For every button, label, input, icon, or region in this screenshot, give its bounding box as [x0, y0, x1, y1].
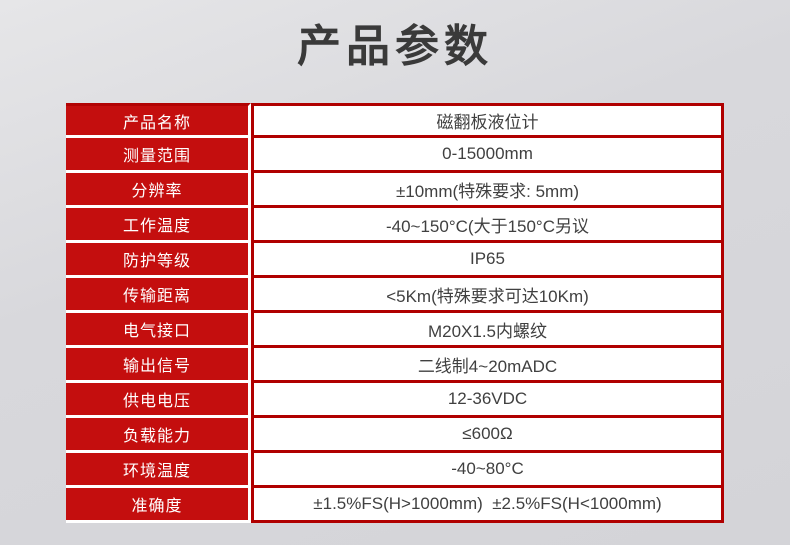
- param-value: -40~150°C(大于150°C另议: [251, 208, 724, 243]
- table-row: 分辨率 ±10mm(特殊要求: 5mm): [66, 173, 724, 208]
- param-value: IP65: [251, 243, 724, 278]
- table-row: 防护等级 IP65: [66, 243, 724, 278]
- table-row: 产品名称 磁翻板液位计: [66, 103, 724, 138]
- table-row: 输出信号 二线制4~20mADC: [66, 348, 724, 383]
- param-label: 负载能力: [66, 418, 251, 453]
- table-row: 负载能力 ≤600Ω: [66, 418, 724, 453]
- param-value: 12-36VDC: [251, 383, 724, 418]
- product-params-table: 产品名称 磁翻板液位计 测量范围 0-15000mm 分辨率 ±10mm(特殊要…: [66, 103, 724, 523]
- param-value: ±10mm(特殊要求: 5mm): [251, 173, 724, 208]
- param-value: -40~80°C: [251, 453, 724, 488]
- table-row: 环境温度 -40~80°C: [66, 453, 724, 488]
- param-label: 产品名称: [66, 103, 251, 138]
- param-label: 测量范围: [66, 138, 251, 173]
- param-label: 防护等级: [66, 243, 251, 278]
- param-value: 二线制4~20mADC: [251, 348, 724, 383]
- param-value: ±1.5%FS(H>1000mm) ±2.5%FS(H<1000mm): [251, 488, 724, 523]
- param-value: ≤600Ω: [251, 418, 724, 453]
- param-label: 工作温度: [66, 208, 251, 243]
- table-row: 供电电压 12-36VDC: [66, 383, 724, 418]
- param-label: 电气接口: [66, 313, 251, 348]
- param-label: 环境温度: [66, 453, 251, 488]
- param-label: 输出信号: [66, 348, 251, 383]
- param-value: <5Km(特殊要求可达10Km): [251, 278, 724, 313]
- param-label: 供电电压: [66, 383, 251, 418]
- table-row: 传输距离 <5Km(特殊要求可达10Km): [66, 278, 724, 313]
- param-label: 准确度: [66, 488, 251, 523]
- table-row: 电气接口 M20X1.5内螺纹: [66, 313, 724, 348]
- param-value: 0-15000mm: [251, 138, 724, 173]
- table-row: 测量范围 0-15000mm: [66, 138, 724, 173]
- param-label: 分辨率: [66, 173, 251, 208]
- table-row: 工作温度 -40~150°C(大于150°C另议: [66, 208, 724, 243]
- param-label: 传输距离: [66, 278, 251, 313]
- table-row: 准确度 ±1.5%FS(H>1000mm) ±2.5%FS(H<1000mm): [66, 488, 724, 523]
- param-value: M20X1.5内螺纹: [251, 313, 724, 348]
- page-title: 产品参数: [297, 22, 493, 71]
- param-value: 磁翻板液位计: [251, 103, 724, 138]
